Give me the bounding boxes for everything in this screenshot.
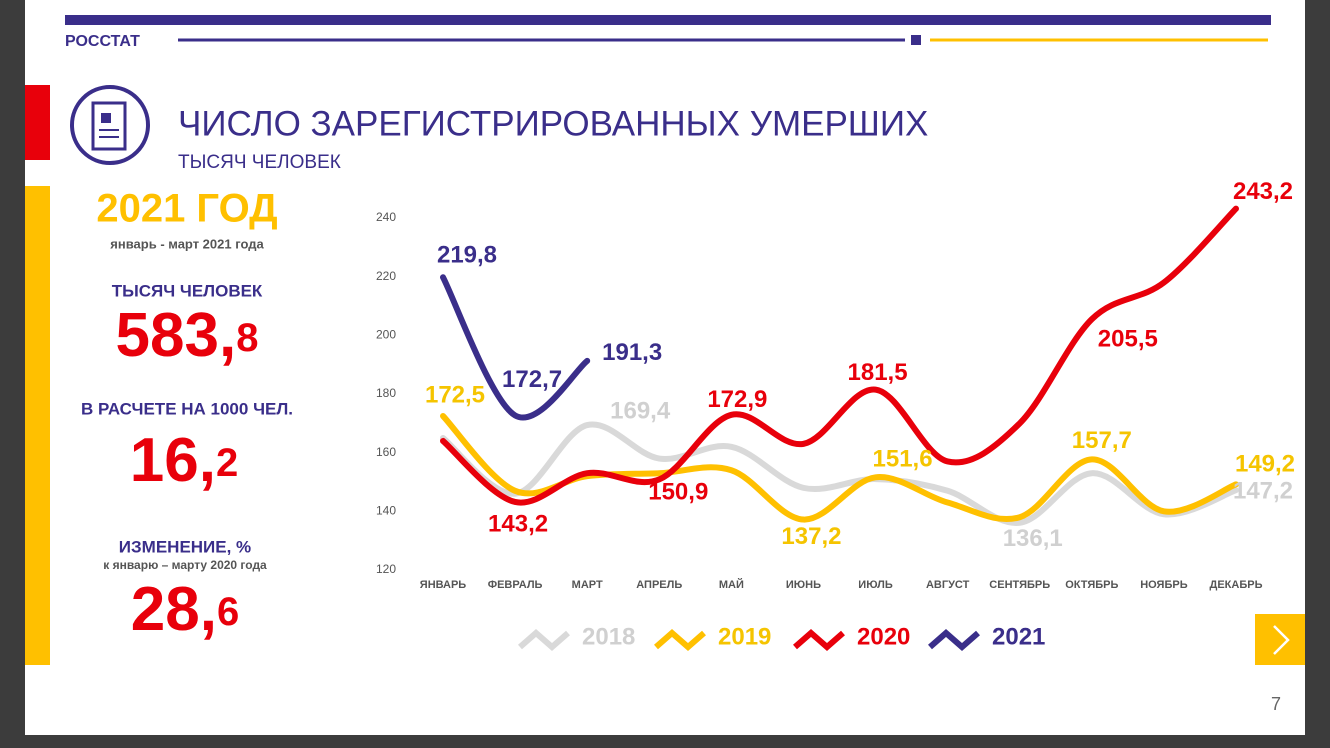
change-fraction: 6 [217,590,239,634]
data-label: 151,6 [873,446,933,473]
legend-label: 2020 [857,623,910,650]
x-tick-label: НОЯБРЬ [1140,579,1188,591]
legend-label: 2021 [992,623,1045,650]
data-label: 205,5 [1098,326,1158,353]
data-label: 243,2 [1233,178,1293,205]
y-tick-label: 220 [376,269,396,283]
legend-swatch [928,629,980,651]
y-tick-label: 120 [376,562,396,576]
period: январь - март 2021 года [110,236,264,251]
x-tick-label: МАЙ [719,578,744,591]
icon-lock [101,113,111,123]
x-tick-label: ФЕВРАЛЬ [488,579,543,591]
rate-main: 16, [130,426,216,495]
series-line [440,205,1239,506]
y-tick-label: 160 [376,445,396,459]
change: 28,6 [131,575,239,644]
data-label: 147,2 [1233,478,1293,505]
top-bar [65,15,1271,25]
change-label: ИЗМЕНЕНИЕ, % [119,537,251,556]
next-button[interactable] [1255,614,1305,665]
rate-label: В РАСЧЕТЕ НА 1000 ЧЕЛ. [81,399,293,418]
y-tick-label: 240 [376,210,396,224]
y-tick-label: 200 [376,328,396,342]
x-tick-label: МАРТ [572,579,603,591]
accent-red [25,85,50,160]
x-tick-label: ДЕКАБРЬ [1210,579,1263,591]
x-tick-label: ОКТЯБРЬ [1065,579,1118,591]
rate: 16,2 [130,426,238,495]
data-label: 191,3 [602,339,662,366]
total-fraction: 8 [236,316,258,360]
data-label: 172,9 [707,386,767,413]
legend-swatch [654,629,706,651]
data-label: 150,9 [648,479,708,506]
y-tick-label: 140 [376,504,396,518]
series-line [440,421,1239,526]
data-label: 157,7 [1072,427,1132,454]
data-label: 137,2 [781,523,841,550]
data-label: 181,5 [848,359,908,386]
slide-bg [25,0,1305,735]
total: 583,8 [116,301,259,370]
x-tick-label: ЯНВАРЬ [420,579,467,591]
x-tick-label: ИЮНЬ [786,579,821,591]
y-tick-label: 180 [376,386,396,400]
rate-fraction: 2 [216,441,238,485]
data-label: 136,1 [1003,525,1063,552]
legend-swatch [793,629,845,651]
change-note: к январю – марту 2020 года [103,558,267,572]
x-tick-label: АПРЕЛЬ [636,579,682,591]
title: ЧИСЛО ЗАРЕГИСТРИРОВАННЫХ УМЕРШИХ [178,104,928,143]
data-label: 169,4 [610,397,671,424]
next-chevron [1273,625,1290,655]
total-label: ТЫСЯЧ ЧЕЛОВЕК [112,281,263,300]
chart: 120 140 160 180 200 220 240 ЯНВАРЬ ФЕВРАЛЬ МАРТ АП… [376,178,1295,651]
data-label: 219,8 [437,242,497,269]
icon [70,85,150,165]
data-label: 172,5 [425,381,485,408]
brand: РОССТАТ [65,33,140,50]
page-number: 7 [1271,694,1281,714]
data-label: 172,7 [502,366,562,393]
year: 2021 ГОД [96,187,277,231]
change-main: 28, [131,575,217,644]
series-line [440,274,591,421]
legend-label: 2019 [718,623,771,650]
accent-yellow [25,186,50,665]
total-main: 583, [116,301,237,370]
x-tick-label: ИЮЛЬ [858,579,893,591]
rule-square [911,35,921,45]
data-label: 149,2 [1235,451,1295,478]
x-tick-label: АВГУСТ [926,579,970,591]
legend-swatch [518,629,570,651]
subtitle: ТЫСЯЧ ЧЕЛОВЕК [178,152,341,173]
legend-label: 2018 [582,623,635,650]
data-label: 143,2 [488,510,548,537]
x-tick-label: СЕНТЯБРЬ [989,579,1050,591]
icon-doc [91,101,127,151]
